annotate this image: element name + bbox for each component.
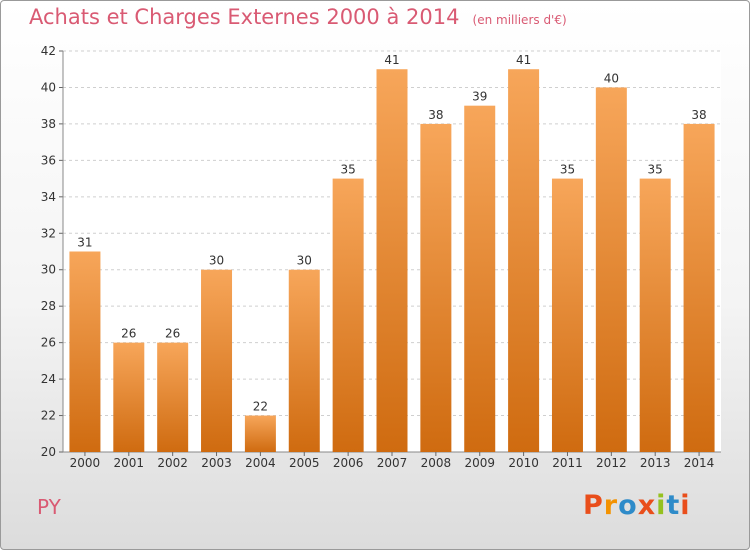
x-tick-label: 2011 [552,456,583,470]
x-tick-label: 2012 [596,456,627,470]
x-tick-label: 2001 [114,456,145,470]
logo-letter: i [680,490,691,521]
x-tick-label: 2005 [289,456,320,470]
bar [69,251,101,452]
x-tick-label: 2010 [508,456,539,470]
y-tick-label: 28 [41,299,56,313]
logo-letter: r [603,490,619,521]
bar [551,178,583,452]
y-tick-label: 26 [41,336,56,350]
y-tick-label: 36 [41,153,56,167]
chart-title-text: Achats et Charges Externes 2000 à 2014 [29,5,460,29]
bar [420,123,452,452]
proxiti-logo: Proxiti [583,490,691,521]
data-label: 22 [253,400,268,414]
y-tick-label: 20 [41,445,56,459]
x-tick-label: 2009 [464,456,495,470]
logo-letter: t [666,490,681,521]
bar [508,69,540,453]
logo-letter: P [583,490,604,521]
x-tick-label: 2007 [377,456,408,470]
x-tick-label: 2003 [201,456,232,470]
bar [595,87,627,453]
data-label: 30 [209,254,224,268]
y-tick-label: 38 [41,117,56,131]
bar [157,342,189,452]
data-label: 38 [428,108,443,122]
y-tick-label: 42 [41,44,56,58]
place-name: PY [37,495,61,519]
logo-letter: i [656,490,667,521]
y-tick-label: 24 [41,372,56,386]
data-label: 30 [297,254,312,268]
data-label: 26 [121,327,136,341]
x-tick-label: 2013 [640,456,671,470]
data-label: 40 [604,71,619,85]
bar [113,342,145,452]
bar [376,69,408,453]
bar [244,415,276,452]
x-tick-label: 2008 [421,456,452,470]
y-tick-label: 40 [41,80,56,94]
x-tick-label: 2000 [70,456,101,470]
bar [288,269,320,452]
bar [464,105,496,452]
y-tick-label: 22 [41,409,56,423]
x-tick-label: 2002 [157,456,188,470]
data-label: 31 [77,236,92,250]
bar [201,269,233,452]
unit-label: (en milliers d'€) [472,13,567,27]
data-label: 35 [560,163,575,177]
bar [683,123,715,452]
x-tick-label: 2014 [684,456,715,470]
data-label: 35 [648,163,663,177]
y-tick-label: 34 [41,190,56,204]
logo-letter: o [618,490,638,521]
x-tick-label: 2006 [333,456,364,470]
bar [332,178,364,452]
data-label: 41 [516,53,531,67]
y-tick-label: 30 [41,263,56,277]
data-label: 38 [691,108,706,122]
x-tick-label: 2004 [245,456,276,470]
data-label: 35 [340,163,355,177]
data-label: 39 [472,90,487,104]
chart-title: Achats et Charges Externes 2000 à 2014 (… [29,5,567,29]
data-label: 26 [165,327,180,341]
logo-letter: x [637,490,657,521]
bar [639,178,671,452]
data-label: 41 [384,53,399,67]
y-tick-label: 32 [41,226,56,240]
